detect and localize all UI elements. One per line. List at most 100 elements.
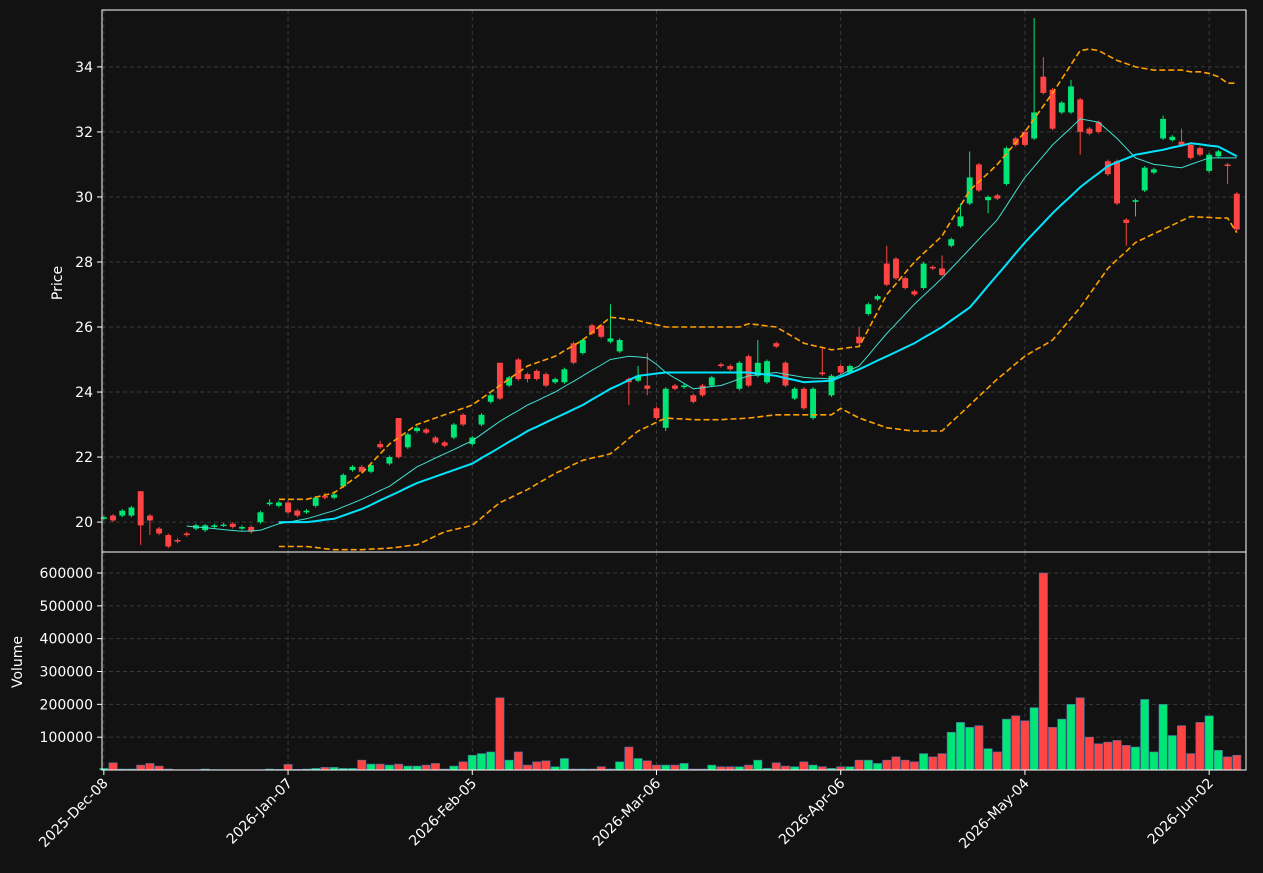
candle-body [994, 195, 1001, 199]
volume-bar [523, 764, 532, 771]
candle-body [552, 379, 559, 383]
candle-body [395, 418, 402, 458]
volume-bar [808, 764, 818, 771]
candle-body [819, 372, 826, 375]
volume-bar [1011, 715, 1021, 771]
volume-bar [375, 763, 385, 771]
candle-body [1095, 122, 1102, 132]
volume-bar [513, 751, 523, 771]
candle-body [211, 525, 218, 527]
y-tick-label: 24 [75, 385, 93, 401]
candle-body [579, 340, 586, 354]
volume-bar [956, 722, 965, 771]
candle-body [699, 385, 706, 396]
volume-bar [753, 759, 763, 771]
candle-body [386, 457, 393, 464]
candle-body [865, 304, 872, 315]
candle-body [754, 362, 761, 376]
volume-bar [670, 764, 680, 771]
candle-body [929, 266, 936, 269]
volume-bar [559, 758, 569, 771]
candle-body [837, 366, 844, 373]
candle-body [266, 502, 273, 505]
volume-bar [154, 765, 164, 771]
candle-body [146, 515, 153, 521]
candle-body [1114, 161, 1120, 204]
candle-body [460, 414, 467, 425]
y-tick-label: 600000 [40, 566, 93, 582]
volume-bar [882, 759, 892, 771]
overlay-line [186, 118, 1237, 532]
candle-body [635, 375, 642, 381]
y-tick-label: 200000 [40, 697, 93, 713]
candle-body [487, 395, 494, 402]
candle-body [450, 424, 457, 438]
volume-bar [992, 751, 1002, 771]
candle-body [745, 356, 752, 386]
volume-bar [1103, 741, 1113, 771]
volume-bar [1140, 699, 1150, 771]
y-tick-label: 28 [75, 255, 93, 271]
candle-body [506, 377, 513, 386]
volume-bar [1186, 753, 1196, 771]
candle-body [1003, 148, 1010, 184]
candle-body [736, 362, 743, 389]
candle-body [662, 388, 669, 428]
candle-body [239, 526, 245, 529]
y-tick-label: 26 [75, 320, 93, 336]
candle-body [119, 510, 126, 516]
candle-body [810, 388, 817, 419]
candle-body [856, 336, 863, 344]
candle-body [1215, 151, 1222, 157]
volume-bar [1167, 735, 1177, 771]
volume-bar [394, 763, 404, 771]
volume-bar [863, 759, 873, 771]
volume-bar [1213, 750, 1223, 771]
volume-bar [357, 759, 367, 771]
candle-body [1160, 118, 1167, 139]
candle-body [285, 502, 292, 513]
candle-body [312, 497, 319, 506]
candle-body [644, 385, 651, 389]
candle-body [846, 366, 853, 373]
candle-body [1086, 128, 1093, 134]
volume-bar [1094, 743, 1104, 771]
volume-bar [965, 727, 975, 771]
volume-bar [937, 753, 947, 771]
volume-bar [679, 763, 689, 771]
volume-bar [781, 765, 790, 771]
overlay-line [278, 142, 1238, 524]
candle-body [331, 494, 338, 498]
candle-body [902, 278, 909, 288]
volume-bar [909, 761, 919, 771]
candle-body [404, 434, 411, 448]
volume-bar [495, 697, 505, 771]
candle-body [920, 263, 927, 288]
volume-bar [983, 748, 993, 771]
candle-body [1132, 200, 1139, 202]
candle-body [294, 510, 301, 516]
candle-body [607, 338, 614, 342]
y-tick-label: 22 [75, 450, 93, 466]
candle-body [718, 364, 724, 367]
candle-body [828, 375, 835, 396]
candle-body [1196, 148, 1203, 155]
candle-body [478, 414, 485, 425]
volume-bar [283, 764, 293, 771]
candle-body [939, 268, 945, 275]
candle-body [1058, 102, 1065, 113]
volume-bar [1232, 754, 1242, 771]
volume-bar [1121, 745, 1131, 771]
candle-body [1187, 144, 1194, 158]
candle-body [1224, 164, 1231, 167]
candle-body [358, 466, 365, 472]
candle-body [874, 296, 881, 300]
volume-bar [1002, 718, 1011, 771]
candle-body [128, 507, 135, 516]
y-tick-label: 300000 [40, 665, 93, 681]
volume-bar [919, 753, 929, 771]
volume-bar [421, 764, 431, 771]
candle-body [496, 362, 503, 399]
volume-bar [1084, 736, 1094, 771]
volume-bar [1066, 704, 1076, 771]
